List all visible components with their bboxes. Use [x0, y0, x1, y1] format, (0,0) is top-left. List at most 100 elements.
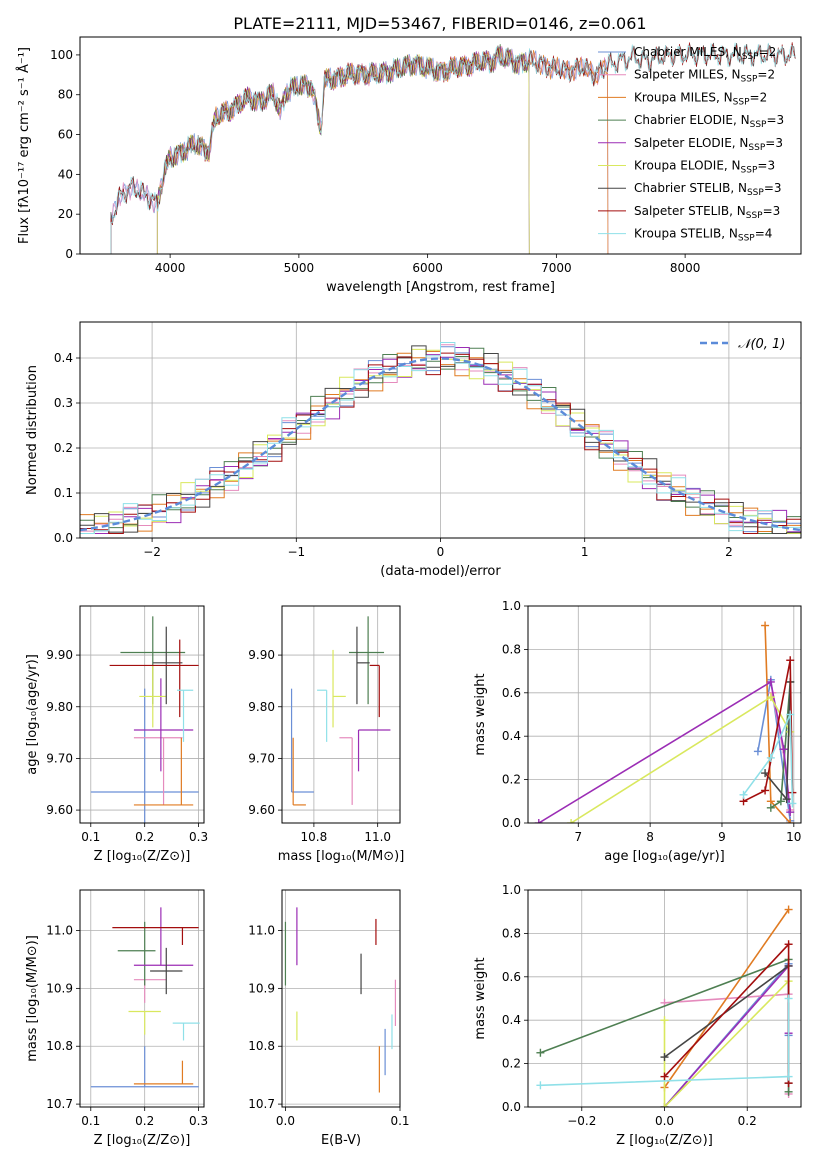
- x-tick-label: −0.2: [567, 1114, 596, 1128]
- y-tick-label: 20: [58, 207, 73, 221]
- x-axis-label: age [log₁₀(age/yr)]: [604, 849, 725, 864]
- axes-mass-vs-ebv: 0.0 0.1 10.7 10.8 10.9 11.0 E(B-V): [248, 889, 410, 1148]
- y-tick-label: 0.4: [502, 729, 521, 743]
- gaussian-curve: [80, 357, 801, 532]
- y-tick-label: 1.0: [502, 599, 521, 613]
- legend-label: Chabrier ELODIE, NSSP=3: [634, 113, 784, 130]
- plot-layer: 4000 5000 6000 7000 8000020406080100waveleng…: [16, 36, 802, 1148]
- axes-frame: [281, 889, 401, 1108]
- axes-frame: [79, 36, 802, 255]
- x-tick-label: 0.3: [189, 830, 208, 844]
- spectrum-line: [110, 42, 796, 254]
- legend-label: Chabrier MILES, NSSP=2: [634, 45, 776, 62]
- plot-area-mass-vs-ebv: [284, 907, 397, 1093]
- x-axis-label: (data-model)/error: [380, 564, 501, 579]
- y-axis-label: Flux [fλ10⁻¹⁷ erg cm⁻² s⁻¹ Å⁻¹]: [16, 47, 32, 244]
- histogram-step: [80, 352, 801, 534]
- plot-area-age-vs-Z: [90, 616, 199, 823]
- x-tick-label: 0.2: [135, 1114, 154, 1128]
- y-tick-label: 9.80: [46, 700, 73, 714]
- y-tick-label: 10.9: [46, 981, 73, 995]
- axes-frame: [527, 889, 802, 1108]
- y-tick-label: 10.8: [46, 1039, 73, 1053]
- x-axis-label: wavelength [Angstrom, rest frame]: [326, 280, 555, 295]
- y-tick-label: 9.70: [248, 751, 275, 765]
- axes-frame: [281, 605, 401, 824]
- y-tick-label: 0.8: [502, 926, 521, 940]
- plot-area-age-vs-mass: [290, 616, 391, 806]
- y-tick-label: 60: [58, 128, 73, 142]
- axes-massweight-vs-age: 7 8 9 10 0.0 0.2 0.4 0.6 0.8 1.0 age [log₁₀(age/yr…: [473, 599, 802, 864]
- y-axis-label: mass weight: [473, 957, 488, 1039]
- x-tick-label: 5000: [284, 261, 315, 275]
- y-tick-label: 0: [65, 247, 73, 261]
- histogram-step: [80, 342, 801, 534]
- plot-area-massweight-vs-age: [534, 621, 797, 823]
- weight-line: [663, 980, 790, 1107]
- x-tick-label: 0.1: [390, 1114, 409, 1128]
- x-tick-label: 8000: [670, 261, 701, 275]
- axes-massweight-vs-Z: −0.2 0.0 0.2 0.0 0.2 0.4 0.6 0.8 1.0 Z [log₁₀(Z/Z…: [473, 883, 802, 1148]
- x-axis-label: Z [log₁₀(Z/Z⊙)]: [616, 1133, 713, 1148]
- y-tick-label: 9.70: [46, 751, 73, 765]
- legend-label: Kroupa MILES, NSSP=2: [634, 90, 767, 107]
- x-axis-label: Z [log₁₀(Z/Z⊙)]: [94, 1133, 191, 1148]
- y-tick-label: 9.90: [248, 648, 275, 662]
- figure-title: PLATE=2111, MJD=53467, FIBERID=0146, z=0…: [233, 14, 646, 33]
- legend-label: Chabrier STELIB, NSSP=3: [634, 181, 782, 198]
- x-tick-label: 7000: [541, 261, 572, 275]
- y-tick-label: 0.0: [502, 816, 521, 830]
- spectrum-line: [110, 42, 796, 254]
- x-tick-label: 8: [646, 830, 654, 844]
- y-tick-label: 0.0: [54, 531, 73, 545]
- weight-line: [742, 714, 794, 804]
- plot-area-massweight-vs-Z: [536, 905, 793, 1107]
- weight-line: [743, 660, 794, 803]
- y-tick-label: 0.4: [54, 351, 73, 365]
- y-tick-label: 11.0: [248, 924, 275, 938]
- x-tick-label: 1: [581, 545, 589, 559]
- axes-spectrum: 4000 5000 6000 7000 8000 0 20 40 60 80 100 waveleng…: [16, 36, 802, 295]
- x-tick-label: 2: [725, 545, 733, 559]
- legend-label: Salpeter MILES, NSSP=2: [634, 68, 775, 85]
- x-tick-label: 9: [718, 830, 726, 844]
- y-tick-label: 100: [50, 48, 73, 62]
- x-tick-label: 6000: [412, 261, 443, 275]
- axes-frame: [79, 605, 205, 824]
- x-tick-label: 0.3: [189, 1114, 208, 1128]
- y-tick-label: 1.0: [502, 883, 521, 897]
- axes-residuals: −2 −1 0 1 2 0.0 0.1 0.2 0.3 0.4 (data-model)/error…: [25, 321, 802, 579]
- spectrum-line: [156, 45, 609, 254]
- y-tick-label: 0.6: [502, 970, 521, 984]
- axes-frame: [79, 889, 205, 1108]
- y-axis-label: Normed distribution: [25, 365, 40, 495]
- y-tick-label: 9.80: [248, 700, 275, 714]
- plot-area-residuals: [80, 342, 801, 534]
- legend-label: Salpeter STELIB, NSSP=3: [634, 204, 780, 221]
- y-axis-label: age [log₁₀(age/yr)]: [25, 654, 40, 775]
- y-tick-label: 9.60: [46, 803, 73, 817]
- x-tick-label: 11.0: [364, 830, 391, 844]
- weight-line: [663, 963, 790, 1107]
- weight-line: [663, 942, 790, 1084]
- x-tick-label: 0: [437, 545, 445, 559]
- y-tick-label: 0.1: [54, 486, 73, 500]
- weight-line: [538, 680, 791, 823]
- legend-label: Kroupa STELIB, NSSP=4: [634, 227, 772, 244]
- x-axis-label: mass [log₁₀(M/M⊙)]: [278, 849, 405, 864]
- axes-frame: [79, 321, 802, 539]
- y-tick-label: 0.3: [54, 396, 73, 410]
- y-tick-label: 10.7: [248, 1097, 275, 1111]
- x-tick-label: 10: [786, 830, 801, 844]
- x-tick-label: 4000: [155, 261, 186, 275]
- y-tick-label: 0.2: [502, 773, 521, 787]
- plot-area-spectrum: [110, 42, 796, 254]
- x-tick-label: 0.2: [135, 830, 154, 844]
- y-axis-label: mass [log₁₀(M/M⊙)]: [25, 935, 40, 1062]
- x-tick-label: 0.0: [276, 1114, 295, 1128]
- y-tick-label: 0.0: [502, 1100, 521, 1114]
- axes-age-vs-mass: 10.8 11.0 9.60 9.70 9.80 9.90 mass [log₁₀(M/M⊙…: [248, 605, 405, 864]
- legend-label: 𝒩(0, 1): [738, 337, 785, 352]
- axes-age-vs-Z: 0.1 0.2 0.3 9.60 9.70 9.80 9.90 Z [log₁₀(Z/Z⊙)]…: [25, 605, 208, 864]
